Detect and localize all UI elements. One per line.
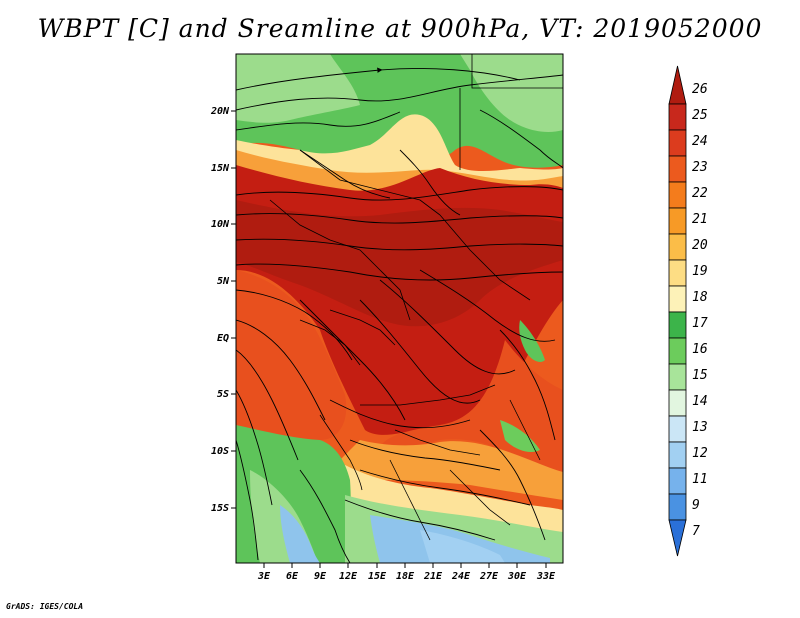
colorbar-swatch (668, 493, 687, 521)
wbpt-field (236, 54, 563, 563)
colorbar-swatch (668, 181, 687, 209)
colorbar-label: 18 (692, 290, 708, 305)
colorbar-label: 11 (692, 472, 708, 487)
country-borders (269, 54, 563, 541)
colorbar-swatch (668, 65, 687, 105)
colorbar-swatch (668, 285, 687, 313)
colorbar-swatch (668, 363, 687, 391)
colorbar-swatch (668, 155, 687, 183)
lat-label: 20N (210, 106, 230, 117)
colorbar-swatch (668, 467, 687, 495)
colorbar-swatch (668, 415, 687, 443)
lon-label: 6E (286, 571, 299, 582)
colorbar-label: 15 (692, 368, 708, 383)
credit-text: GrADS: IGES/COLA (6, 602, 84, 611)
colorbar-swatch (668, 519, 687, 557)
colorbar-swatch (668, 259, 687, 287)
streamlines (236, 67, 563, 563)
colorbar-label: 16 (692, 342, 708, 357)
colorbar-swatch (668, 103, 687, 131)
lat-label: 5N (217, 276, 230, 287)
colorbar-label: 24 (692, 134, 708, 149)
lon-label: 3E (257, 571, 271, 582)
colorbar-swatch (668, 233, 687, 261)
colorbar-label: 19 (692, 264, 708, 279)
colorbar-swatch (668, 207, 687, 235)
colorbar-swatch (668, 311, 687, 339)
lon-label: 21E (423, 571, 443, 582)
map-frame (235, 53, 564, 564)
lat-label: 15N (211, 163, 230, 174)
lon-label: 15E (368, 571, 387, 582)
colorbar-label: 7 (692, 524, 700, 539)
lon-label: 24E (451, 571, 471, 582)
colorbar-swatch (668, 337, 687, 365)
colorbar-label: 26 (692, 82, 708, 97)
lon-label: 33E (536, 571, 556, 582)
colorbar-swatch (668, 441, 687, 469)
chart-title: WBPT [C] and Sreamline at 900hPa, VT: 20… (37, 14, 763, 43)
lat-label: 10S (211, 446, 229, 457)
colorbar-label: 25 (692, 108, 708, 123)
lon-label: 12E (339, 571, 358, 582)
colorbar-label: 9 (692, 498, 700, 513)
lat-label: 10N (211, 219, 230, 230)
colorbar-label: 22 (692, 186, 708, 201)
lon-label: 18E (396, 571, 415, 582)
colorbar-label: 17 (692, 316, 708, 331)
colorbar-boxes (668, 65, 687, 557)
colorbar-label: 13 (692, 420, 708, 435)
lon-label: 27E (479, 571, 499, 582)
colorbar-label: 14 (692, 394, 708, 409)
lon-axis: 3E 6E 9E 12E 15E 18E 21E 24E 27E 30E 33E (257, 563, 556, 582)
lon-label: 9E (314, 571, 327, 582)
lon-label: 30E (507, 571, 527, 582)
colorbar-label: 23 (692, 160, 708, 175)
lat-label: 5S (217, 389, 229, 400)
colorbar-swatch (668, 129, 687, 157)
colorbar-swatch (668, 389, 687, 417)
colorbar-label: 21 (692, 212, 708, 227)
colorbar-label: 12 (692, 446, 708, 461)
colorbar-label: 20 (692, 238, 708, 253)
lat-axis: 20N 15N 10N 5N EQ 5S 10S 15S (210, 106, 236, 514)
colorbar: 26 25 24 23 22 21 20 19 18 17 16 15 14 1… (668, 65, 708, 557)
lat-label: 15S (211, 503, 229, 514)
lat-label: EQ (217, 333, 229, 344)
